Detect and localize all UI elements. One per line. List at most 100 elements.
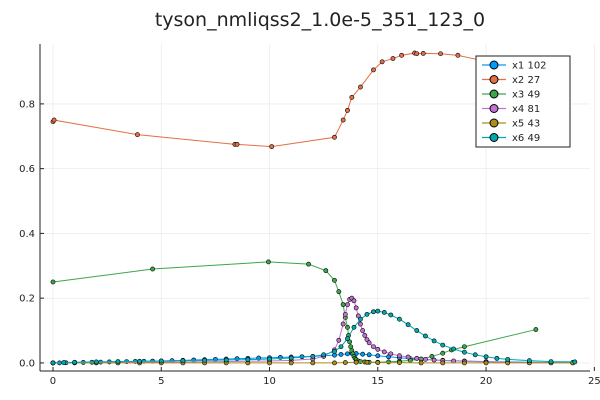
data-point — [342, 311, 348, 317]
series-2 — [50, 50, 491, 150]
data-point — [310, 354, 316, 359]
data-point — [137, 358, 143, 364]
data-point — [379, 59, 385, 65]
data-point — [323, 268, 329, 274]
data-point — [180, 358, 186, 364]
data-point — [72, 359, 78, 365]
data-point — [340, 117, 346, 123]
data-point — [351, 298, 357, 304]
data-point — [332, 349, 337, 354]
data-point — [405, 354, 411, 360]
data-point — [397, 353, 402, 359]
legend-label: x2 27 — [512, 75, 540, 86]
data-point — [288, 360, 294, 366]
data-point — [332, 360, 337, 366]
data-point — [345, 324, 350, 330]
axes-layer: 0 5 10 15 20 25 0.0 0.2 0.4 0.6 0.8 — [19, 44, 600, 387]
data-point — [349, 95, 355, 100]
x-tick-label: 20 — [480, 376, 493, 387]
data-point — [388, 351, 394, 357]
series-3 — [50, 259, 539, 365]
data-point — [381, 349, 387, 355]
data-point — [245, 357, 251, 363]
data-point — [345, 302, 350, 308]
data-point — [440, 360, 446, 366]
data-point — [375, 308, 381, 314]
data-point — [375, 360, 381, 365]
data-point — [451, 346, 456, 352]
legend-swatch-marker — [489, 104, 499, 113]
data-point — [332, 134, 337, 140]
data-point — [366, 352, 372, 358]
data-point — [462, 360, 467, 366]
data-point — [348, 344, 354, 350]
data-point — [390, 56, 396, 61]
legend-label: x1 102 — [512, 61, 547, 72]
data-point — [202, 357, 207, 363]
series-layer — [50, 50, 578, 366]
data-point — [438, 51, 443, 57]
legend-label: x6 49 — [512, 133, 540, 144]
data-point — [397, 360, 402, 365]
data-point — [288, 355, 294, 361]
x-tick-label: 10 — [263, 376, 276, 387]
data-point — [399, 52, 405, 58]
data-point — [338, 352, 344, 357]
data-point — [358, 359, 363, 365]
data-point — [345, 336, 350, 342]
data-point — [572, 359, 578, 365]
series-line — [52, 297, 573, 364]
data-point — [353, 359, 359, 365]
data-point — [336, 289, 342, 295]
legend-swatch-marker — [489, 60, 499, 70]
data-point — [423, 333, 428, 339]
data-point — [360, 328, 366, 333]
data-point — [50, 279, 56, 285]
series-line — [52, 52, 489, 148]
data-point — [472, 352, 478, 358]
legend: x1 102 x2 27 x3 49 x4 81 x5 43 x6 49 — [475, 55, 571, 148]
data-point — [462, 344, 467, 350]
data-point — [533, 327, 539, 332]
data-point — [358, 84, 363, 90]
legend-box — [475, 55, 571, 148]
legend-swatch-marker — [489, 89, 499, 99]
data-point — [440, 350, 446, 356]
data-point — [93, 359, 99, 365]
data-point — [267, 360, 272, 366]
series-5 — [50, 359, 576, 366]
legend-swatch-marker — [489, 133, 499, 142]
data-point — [420, 50, 426, 56]
data-point — [61, 360, 67, 365]
data-point — [345, 351, 350, 357]
data-point — [375, 353, 381, 359]
data-point — [414, 355, 420, 361]
x-tick-label: 15 — [371, 376, 384, 387]
data-point — [397, 316, 402, 322]
y-tick-label: 0.6 — [19, 164, 35, 175]
data-point — [266, 259, 271, 265]
data-point — [358, 321, 363, 327]
x-tick-label: 25 — [588, 376, 600, 387]
data-point — [371, 67, 376, 73]
data-point — [483, 354, 489, 360]
data-point — [388, 312, 394, 318]
data-point — [115, 359, 121, 365]
data-point — [360, 351, 366, 357]
data-point — [362, 332, 368, 338]
data-point — [462, 349, 467, 355]
data-point — [371, 344, 376, 350]
series-6 — [50, 308, 578, 366]
data-point — [548, 359, 554, 365]
legend-swatch-marker — [489, 118, 499, 128]
data-point — [223, 357, 229, 363]
data-point — [51, 117, 57, 123]
data-point — [371, 309, 376, 315]
data-point — [135, 132, 140, 138]
data-point — [267, 356, 272, 362]
data-point — [505, 356, 511, 362]
data-point — [306, 261, 311, 267]
data-point — [345, 107, 350, 113]
data-point — [212, 356, 218, 362]
